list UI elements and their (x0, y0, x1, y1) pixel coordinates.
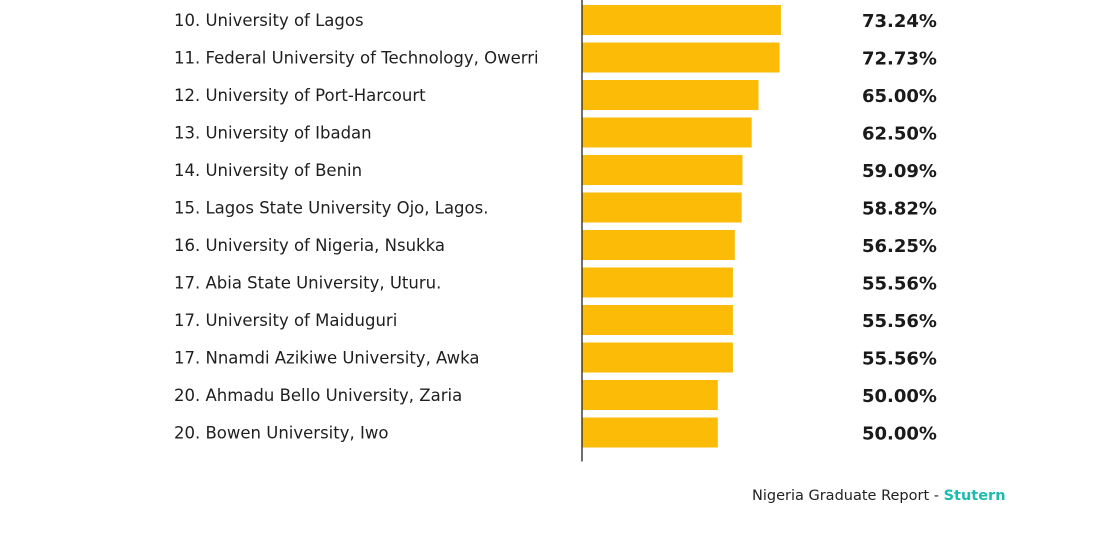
category-label: 20. Bowen University, Iwo (174, 424, 388, 443)
value-label: 59.09% (862, 161, 937, 182)
category-label: 17. University of Maiduguri (174, 311, 397, 330)
source-brand: Stutern (943, 488, 1006, 504)
bar (582, 192, 742, 223)
bar (582, 230, 735, 260)
bar (582, 380, 718, 410)
bar (582, 80, 759, 110)
value-label: 62.50% (862, 124, 937, 145)
category-label: 12. University of Port-Harcourt (174, 86, 426, 105)
value-label: 55.56% (862, 311, 937, 332)
category-label: 10. University of Lagos (174, 11, 364, 30)
category-label: 17. Abia State University, Uturu. (174, 274, 441, 293)
bar (582, 155, 743, 185)
bar (582, 5, 781, 35)
value-label: 55.56% (862, 274, 937, 295)
category-label: 14. University of Benin (174, 161, 362, 180)
bar (582, 117, 752, 148)
category-label: 20. Ahmadu Bello University, Zaria (174, 386, 462, 405)
source-text: Nigeria Graduate Report - (752, 488, 944, 504)
value-label: 73.24% (862, 11, 937, 32)
value-label: 55.56% (862, 349, 937, 370)
value-label: 58.82% (862, 199, 937, 220)
value-label: 50.00% (862, 424, 937, 445)
bar (582, 267, 733, 298)
bar-chart: 10. University of Lagos 73.24% 11. Federal… (174, 0, 937, 462)
category-label: 13. University of Ibadan (174, 124, 372, 143)
source-credit: Nigeria Graduate Report - Stutern (752, 488, 1006, 504)
bar (582, 417, 718, 448)
value-label: 56.25% (862, 236, 937, 257)
bar (582, 342, 733, 373)
bar (582, 42, 780, 73)
bar (582, 305, 733, 335)
category-label: 15. Lagos State University Ojo, Lagos. (174, 199, 488, 218)
value-label: 72.73% (862, 49, 937, 70)
category-label: 16. University of Nigeria, Nsukka (174, 236, 445, 255)
category-label: 17. Nnamdi Azikiwe University, Awka (174, 349, 480, 368)
value-label: 65.00% (862, 86, 937, 107)
value-label: 50.00% (862, 386, 937, 407)
category-label: 11. Federal University of Technology, Ow… (174, 49, 539, 68)
